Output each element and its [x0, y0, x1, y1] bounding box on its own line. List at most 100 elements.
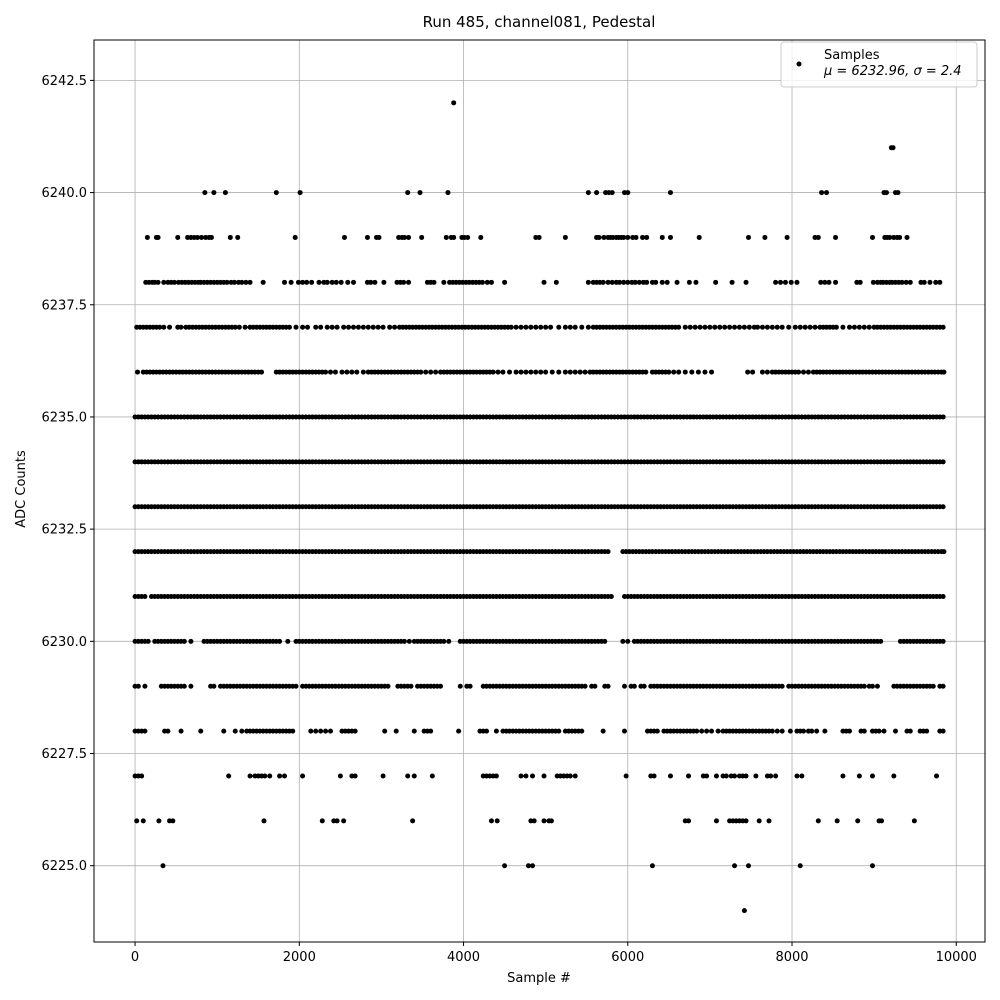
data-point — [135, 683, 141, 689]
data-point — [142, 683, 148, 689]
data-point — [903, 279, 909, 285]
data-point — [585, 324, 591, 330]
data-point — [764, 324, 770, 330]
data-point — [869, 773, 875, 779]
data-point — [745, 369, 751, 375]
data-point — [194, 234, 200, 240]
data-point — [833, 279, 839, 285]
data-point — [697, 324, 703, 330]
data-point — [198, 728, 204, 734]
data-point — [911, 818, 917, 824]
data-point — [847, 324, 853, 330]
data-point — [350, 324, 356, 330]
data-point — [717, 324, 723, 330]
data-point — [297, 190, 303, 196]
data-point — [572, 324, 578, 330]
data-point — [144, 234, 150, 240]
data-point — [644, 279, 650, 285]
data-point — [465, 234, 471, 240]
data-point — [709, 369, 715, 375]
data-point — [380, 773, 386, 779]
data-point — [372, 279, 378, 285]
data-point — [410, 818, 416, 824]
legend-box — [780, 41, 978, 88]
data-point — [801, 369, 807, 375]
data-point — [707, 324, 713, 330]
data-point — [382, 728, 388, 734]
data-point — [907, 728, 913, 734]
data-point — [502, 863, 508, 869]
data-point — [729, 279, 735, 285]
data-point — [773, 279, 779, 285]
x-tick-label: 2000 — [283, 950, 316, 965]
data-point — [609, 190, 615, 196]
data-point — [293, 324, 299, 330]
data-point — [139, 773, 145, 779]
data-point — [600, 279, 606, 285]
data-point — [324, 279, 330, 285]
data-point — [161, 324, 167, 330]
data-point — [406, 279, 412, 285]
y-axis-label: ADC Counts — [14, 450, 29, 528]
data-point — [562, 369, 568, 375]
data-point — [778, 279, 784, 285]
data-point — [484, 279, 490, 285]
data-point — [746, 324, 752, 330]
data-point — [869, 683, 875, 689]
data-point — [543, 324, 549, 330]
data-point — [556, 728, 562, 734]
data-point — [199, 234, 205, 240]
data-point — [134, 818, 140, 824]
data-point — [861, 683, 867, 689]
data-point — [349, 369, 355, 375]
data-point — [309, 279, 315, 285]
data-point — [337, 773, 343, 779]
data-point — [824, 190, 830, 196]
data-point — [940, 683, 946, 689]
data-point — [797, 863, 803, 869]
data-point — [602, 638, 608, 644]
data-point — [341, 234, 347, 240]
data-point — [891, 773, 897, 779]
data-point — [927, 279, 933, 285]
data-point — [247, 279, 253, 285]
data-point — [556, 369, 562, 375]
data-point — [921, 279, 927, 285]
data-point — [451, 234, 457, 240]
data-point — [582, 369, 588, 375]
data-point — [243, 279, 249, 285]
data-point — [479, 279, 485, 285]
data-point — [608, 593, 614, 599]
data-point — [592, 683, 598, 689]
data-point — [601, 234, 607, 240]
data-point — [178, 324, 184, 330]
data-point — [175, 234, 181, 240]
data-point — [788, 279, 794, 285]
data-point — [288, 279, 294, 285]
data-point — [805, 369, 811, 375]
data-point — [713, 773, 719, 779]
data-point — [493, 773, 499, 779]
data-point — [743, 818, 749, 824]
data-point — [799, 773, 805, 779]
x-axis-label: Sample # — [507, 971, 571, 986]
data-point — [567, 324, 573, 330]
data-point — [318, 728, 324, 734]
data-point — [286, 324, 292, 330]
data-point — [930, 683, 936, 689]
data-point — [352, 728, 358, 734]
data-point — [632, 279, 638, 285]
data-point — [411, 728, 417, 734]
data-point — [562, 324, 568, 330]
data-point — [826, 279, 832, 285]
data-point — [636, 279, 642, 285]
data-point — [674, 279, 680, 285]
data-point — [428, 728, 434, 734]
data-point — [621, 728, 627, 734]
data-point — [794, 773, 800, 779]
data-point — [768, 773, 774, 779]
data-point — [782, 279, 788, 285]
data-point — [887, 234, 893, 240]
data-point — [702, 324, 708, 330]
data-point — [822, 279, 828, 285]
